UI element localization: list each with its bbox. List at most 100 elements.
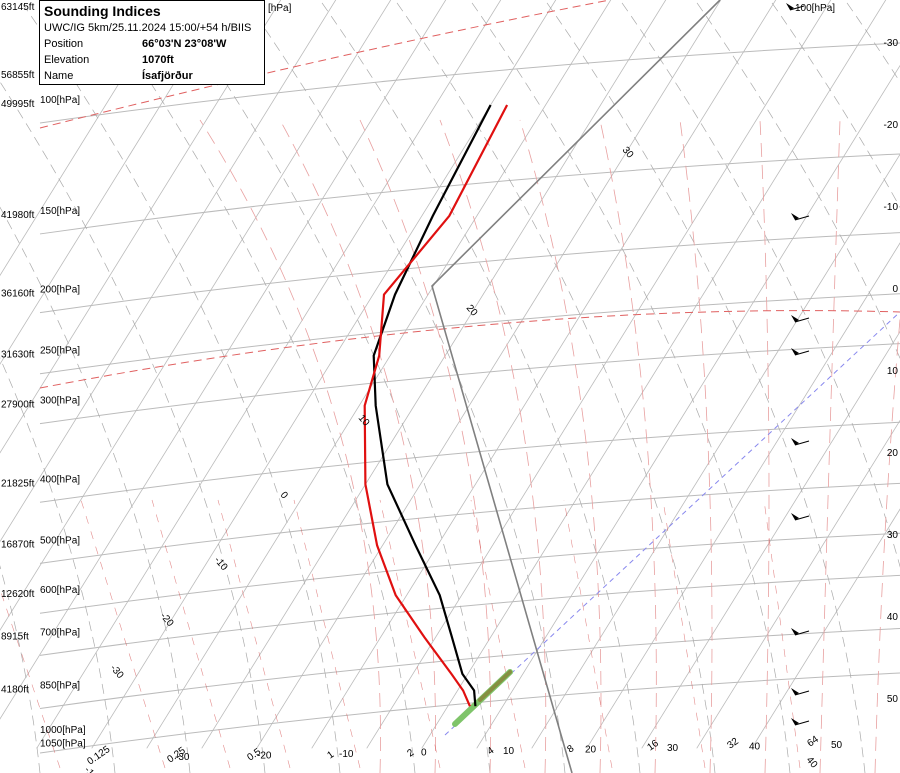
wind-barb	[791, 688, 810, 696]
isobar-line	[39, 672, 900, 754]
wind-barb-staff	[794, 440, 810, 446]
series-line-dewpoint	[372, 104, 492, 707]
wind-barb	[791, 513, 810, 521]
mixing-ratio-line	[563, 499, 613, 769]
wind-barb	[791, 718, 810, 726]
temperature-tick-label: -20	[257, 751, 272, 762]
isotherm-line	[0, 0, 447, 720]
pressure-tick-label: 400[hPa]	[40, 474, 80, 485]
wind-barb	[791, 315, 810, 323]
isotherm-label: 20	[464, 303, 480, 319]
pressure-tick-label: [hPa]	[268, 3, 292, 14]
right-axis-tick-label: -20	[884, 120, 899, 131]
wind-barb-flag	[791, 348, 799, 355]
right-axis-tick-label: 10	[887, 366, 899, 377]
wind-barb-staff	[794, 215, 810, 221]
bottom-axis: 0.125 0.25 0.5 1 2 4 8 16 32 64-30 -20 -10 0 10 20 30 40…	[85, 734, 842, 768]
pressure-tick-label: 500[hPa]	[40, 535, 80, 546]
hodograph-trace	[452, 669, 513, 727]
temperature-tick-label: -30	[175, 752, 190, 763]
pressure-axis: 100[hPa] 49995ft 150[hPa] 41980ft 200[hPa] 36…	[1, 2, 292, 749]
temperature-tick-label: 30	[667, 743, 679, 754]
moist-adiabat-line	[599, 119, 657, 773]
dry-adiabat-line	[469, 0, 791, 773]
wind-barb-flag	[791, 438, 799, 445]
series-line-temperature	[363, 104, 509, 707]
moist-adiabat-line	[199, 119, 381, 773]
dry-adiabat-line	[244, 0, 566, 773]
isotherm-line	[586, 242, 900, 749]
moist-adiabat-line	[819, 119, 841, 773]
isotherm-label: -10	[212, 555, 230, 573]
mixing-ratio-line	[662, 499, 706, 769]
moist-adiabat-line	[279, 119, 436, 773]
moist-adiabat-line	[759, 119, 770, 773]
hodograph-axis	[444, 311, 900, 736]
isotherm-line	[696, 419, 900, 749]
info-key: Name	[44, 70, 74, 82]
dry-adiabat-line	[694, 0, 900, 360]
tropopause-lines	[39, 0, 900, 389]
isobar-line	[39, 293, 900, 375]
right-axis-tick-label: 30	[887, 530, 899, 541]
right-axis-tick-label: 0	[892, 284, 898, 295]
mixing-ratio-line	[217, 499, 291, 769]
info-value: 66°03'N 23°08'W	[142, 38, 227, 50]
right-axis: 100[hPa] -30 -20 -10 0 10 20 30 40 50	[795, 3, 898, 705]
isobar-line	[39, 232, 900, 314]
isotherm-line	[0, 0, 282, 454]
mixing-ratio-lines	[0, 499, 801, 769]
height-tick-label: 4180ft	[1, 685, 29, 696]
isotherm-label: 40	[804, 755, 820, 771]
info-key: Position	[44, 38, 84, 50]
right-axis-tick-label: -10	[884, 202, 899, 213]
isotherm-line	[641, 331, 900, 749]
info-value: Ísafjörður	[142, 70, 193, 82]
pressure-tick-label: 600[hPa]	[40, 585, 80, 596]
sounding-info-box: Sounding Indices UWC/IG 5km/25.11.2024 1…	[39, 0, 265, 85]
pressure-tick-label: 100[hPa]	[40, 95, 80, 106]
height-tick-label: 12620ft	[1, 589, 35, 600]
height-tick-label: 8915ft	[1, 631, 29, 642]
dry-adiabat-line	[0, 81, 266, 773]
mixing-ratio-tick-label: 16	[645, 738, 661, 754]
parcel-line	[431, 0, 721, 773]
wind-barb-staff	[794, 720, 810, 726]
isotherm-line	[476, 64, 900, 749]
isotherm-line	[91, 0, 557, 749]
mixing-ratio-line	[293, 499, 361, 769]
isobar-line	[39, 343, 900, 425]
height-tick-label: 49995ft	[1, 99, 35, 110]
wind-barb-staff	[794, 350, 810, 356]
mixing-ratio-line	[80, 499, 166, 769]
mixing-ratio-tick-label: 32	[725, 736, 741, 752]
wind-barb-flag	[791, 718, 799, 725]
pressure-tick-label: 850[hPa]	[40, 681, 80, 692]
isotherm-label: 0	[278, 490, 290, 502]
dry-adiabat-line	[844, 0, 900, 83]
tropopause-line	[39, 310, 900, 389]
dry-adiabat-line	[0, 357, 116, 773]
info-run: UWC/IG 5km/25.11.2024 15:00/+54 h/BIIS	[44, 22, 252, 34]
isotherm-line	[531, 153, 900, 749]
dry-adiabat-line	[769, 0, 900, 209]
isotherm-line	[256, 0, 722, 749]
dry-adiabat-line	[169, 0, 491, 773]
moist-adiabat-line	[359, 119, 492, 773]
dry-adiabat-line	[94, 0, 416, 773]
isotherm-label: -100	[82, 765, 104, 773]
dry-adiabat-line	[394, 0, 716, 773]
pressure-tick-label: 200[hPa]	[40, 285, 80, 296]
dry-adiabat-line	[0, 206, 191, 773]
isobar-lines	[39, 42, 900, 754]
wind-barb	[786, 3, 805, 11]
height-tick-label: 56855ft	[1, 70, 35, 81]
hodograph-segment	[478, 670, 512, 702]
tropopause-line	[39, 0, 611, 129]
moist-adiabat-lines	[199, 119, 900, 773]
isotherm-line	[201, 0, 667, 749]
temperature-tick-label: 0	[421, 748, 427, 759]
moist-adiabat-line	[679, 119, 713, 773]
right-axis-tick-label: 50	[887, 694, 899, 705]
